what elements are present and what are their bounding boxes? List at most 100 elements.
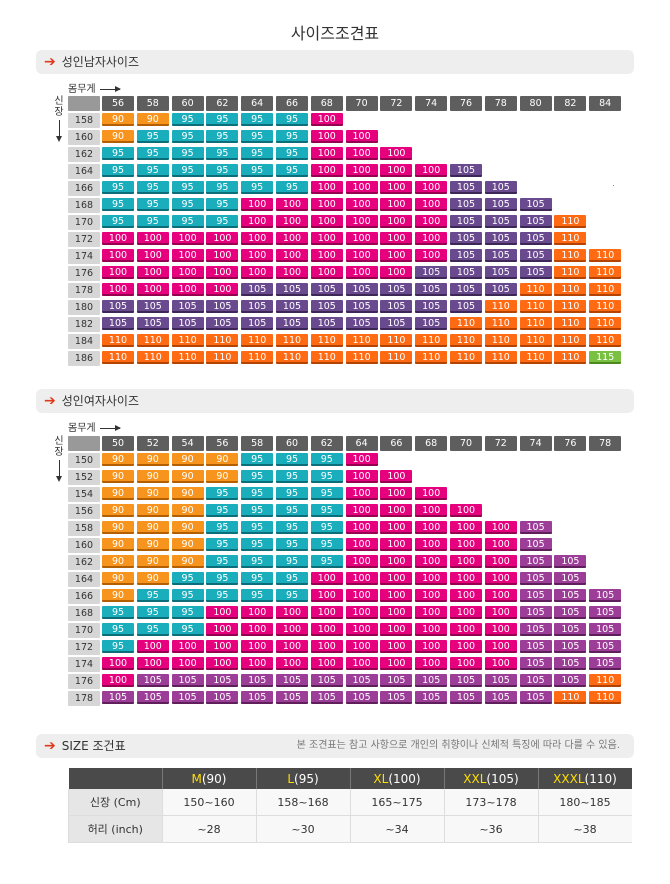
size-cell: 100 bbox=[241, 657, 274, 670]
weight-header: 72 bbox=[484, 436, 517, 451]
size-cell: 100 bbox=[171, 232, 204, 245]
size-cell: 100 bbox=[450, 606, 482, 619]
size-cell: 95 bbox=[276, 572, 308, 585]
size-cell: 105 bbox=[519, 215, 552, 228]
size-cell: 100 bbox=[276, 198, 308, 211]
size-cell: 105 bbox=[519, 623, 552, 636]
size-cell: 95 bbox=[276, 555, 308, 568]
size-cell: 105 bbox=[519, 538, 552, 551]
size-cell: 90 bbox=[206, 470, 239, 483]
size-cell: 100 bbox=[276, 623, 308, 636]
weight-label-text: 몸무게 bbox=[68, 84, 96, 95]
size-cell: 105 bbox=[310, 283, 343, 296]
size-cell: 105 bbox=[241, 691, 274, 704]
size-cell: 105 bbox=[310, 674, 343, 687]
size-cell: 95 bbox=[206, 555, 239, 568]
size-cell: 100 bbox=[310, 266, 343, 279]
women-section-title: 성인여자사이즈 bbox=[61, 394, 140, 408]
size-cell: 105 bbox=[450, 232, 482, 245]
size-cell: 90 bbox=[171, 538, 204, 551]
size-cell: 100 bbox=[380, 147, 413, 160]
size-cell: 100 bbox=[171, 249, 204, 262]
size-cell: 95 bbox=[276, 164, 308, 177]
size-cell: 100 bbox=[484, 555, 517, 568]
size-cell: 95 bbox=[136, 181, 169, 194]
size-letter: XXL bbox=[463, 771, 487, 786]
height-header: 182 bbox=[68, 317, 100, 332]
size-num: (110) bbox=[584, 771, 617, 786]
size-cell: 110 bbox=[554, 232, 587, 245]
size-cell: 95 bbox=[102, 164, 134, 177]
size-cell: 100 bbox=[206, 266, 239, 279]
weight-header: 70 bbox=[450, 436, 482, 451]
row-label: 신장 (Cm) bbox=[68, 789, 162, 816]
size-cell: 90 bbox=[136, 487, 169, 500]
size-cell: 100 bbox=[171, 640, 204, 653]
height-header: 152 bbox=[68, 470, 100, 485]
size-cell: 95 bbox=[171, 113, 204, 126]
height-header: 162 bbox=[68, 147, 100, 162]
size-cell: 100 bbox=[380, 198, 413, 211]
size-cell: 100 bbox=[415, 538, 448, 551]
grid-corner bbox=[68, 436, 100, 451]
size-cell: 100 bbox=[102, 283, 134, 296]
size-cell: 100 bbox=[380, 623, 413, 636]
size-cell: 90 bbox=[102, 521, 134, 534]
size-cell: 100 bbox=[345, 657, 378, 670]
size-cell: 100 bbox=[345, 147, 378, 160]
weight-header: 62 bbox=[206, 96, 239, 111]
size-cell: 95 bbox=[241, 487, 274, 500]
size-cell: 100 bbox=[102, 266, 134, 279]
size-cell: 95 bbox=[241, 555, 274, 568]
size-cell: 105 bbox=[206, 674, 239, 687]
size-cell: 105 bbox=[171, 691, 204, 704]
size-cell: 100 bbox=[415, 640, 448, 653]
women-section-header: ➔ 성인여자사이즈 bbox=[36, 389, 634, 413]
size-cell: 105 bbox=[519, 572, 552, 585]
size-cell: 110 bbox=[554, 266, 587, 279]
size-cell: 95 bbox=[206, 572, 239, 585]
weight-header: 76 bbox=[450, 96, 482, 111]
height-header: 166 bbox=[68, 589, 100, 604]
size-cell: 95 bbox=[310, 504, 343, 517]
size-header: M(90) bbox=[161, 768, 256, 789]
size-cell: 100 bbox=[345, 589, 378, 602]
size-cell: 100 bbox=[380, 164, 413, 177]
women-weight-label: 몸무게 bbox=[68, 419, 121, 434]
size-cell: 100 bbox=[345, 487, 378, 500]
arrow-right-icon bbox=[99, 424, 121, 431]
size-cell: 100 bbox=[276, 232, 308, 245]
size-cell: 105 bbox=[345, 317, 378, 330]
size-cell: 100 bbox=[380, 555, 413, 568]
size-cell: 100 bbox=[310, 215, 343, 228]
size-cell: 110 bbox=[519, 300, 552, 313]
size-cell: 100 bbox=[310, 640, 343, 653]
size-cell: 105 bbox=[380, 300, 413, 313]
size-cell: 90 bbox=[102, 589, 134, 602]
size-cell: 105 bbox=[102, 691, 134, 704]
weight-header: 78 bbox=[484, 96, 517, 111]
weight-header: 56 bbox=[102, 96, 134, 111]
weight-header: 74 bbox=[519, 436, 552, 451]
arrow-right-icon: ➔ bbox=[44, 738, 56, 754]
size-cell: 100 bbox=[241, 232, 274, 245]
size-cell: 95 bbox=[206, 181, 239, 194]
height-char: 신 bbox=[54, 96, 64, 107]
size-table-row: 허리 (inch) ~28 ~30 ~34 ~36 ~38 bbox=[68, 815, 632, 843]
size-cell: 105 bbox=[519, 521, 552, 534]
size-cell: 100 bbox=[345, 266, 378, 279]
size-cell: 90 bbox=[102, 504, 134, 517]
size-cell: 95 bbox=[276, 504, 308, 517]
size-cell: 105 bbox=[519, 657, 552, 670]
size-cell: 105 bbox=[415, 674, 448, 687]
size-cell: 95 bbox=[241, 130, 274, 143]
height-header: 158 bbox=[68, 113, 100, 128]
size-cell: 105 bbox=[554, 674, 587, 687]
size-cell: 100 bbox=[415, 198, 448, 211]
weight-header: 80 bbox=[519, 96, 552, 111]
size-cell: 105 bbox=[519, 266, 552, 279]
size-section-title: SIZE 조건표 bbox=[61, 739, 126, 753]
size-cell: 110 bbox=[136, 334, 169, 347]
size-cell: 100 bbox=[345, 640, 378, 653]
size-cell: 105 bbox=[519, 674, 552, 687]
